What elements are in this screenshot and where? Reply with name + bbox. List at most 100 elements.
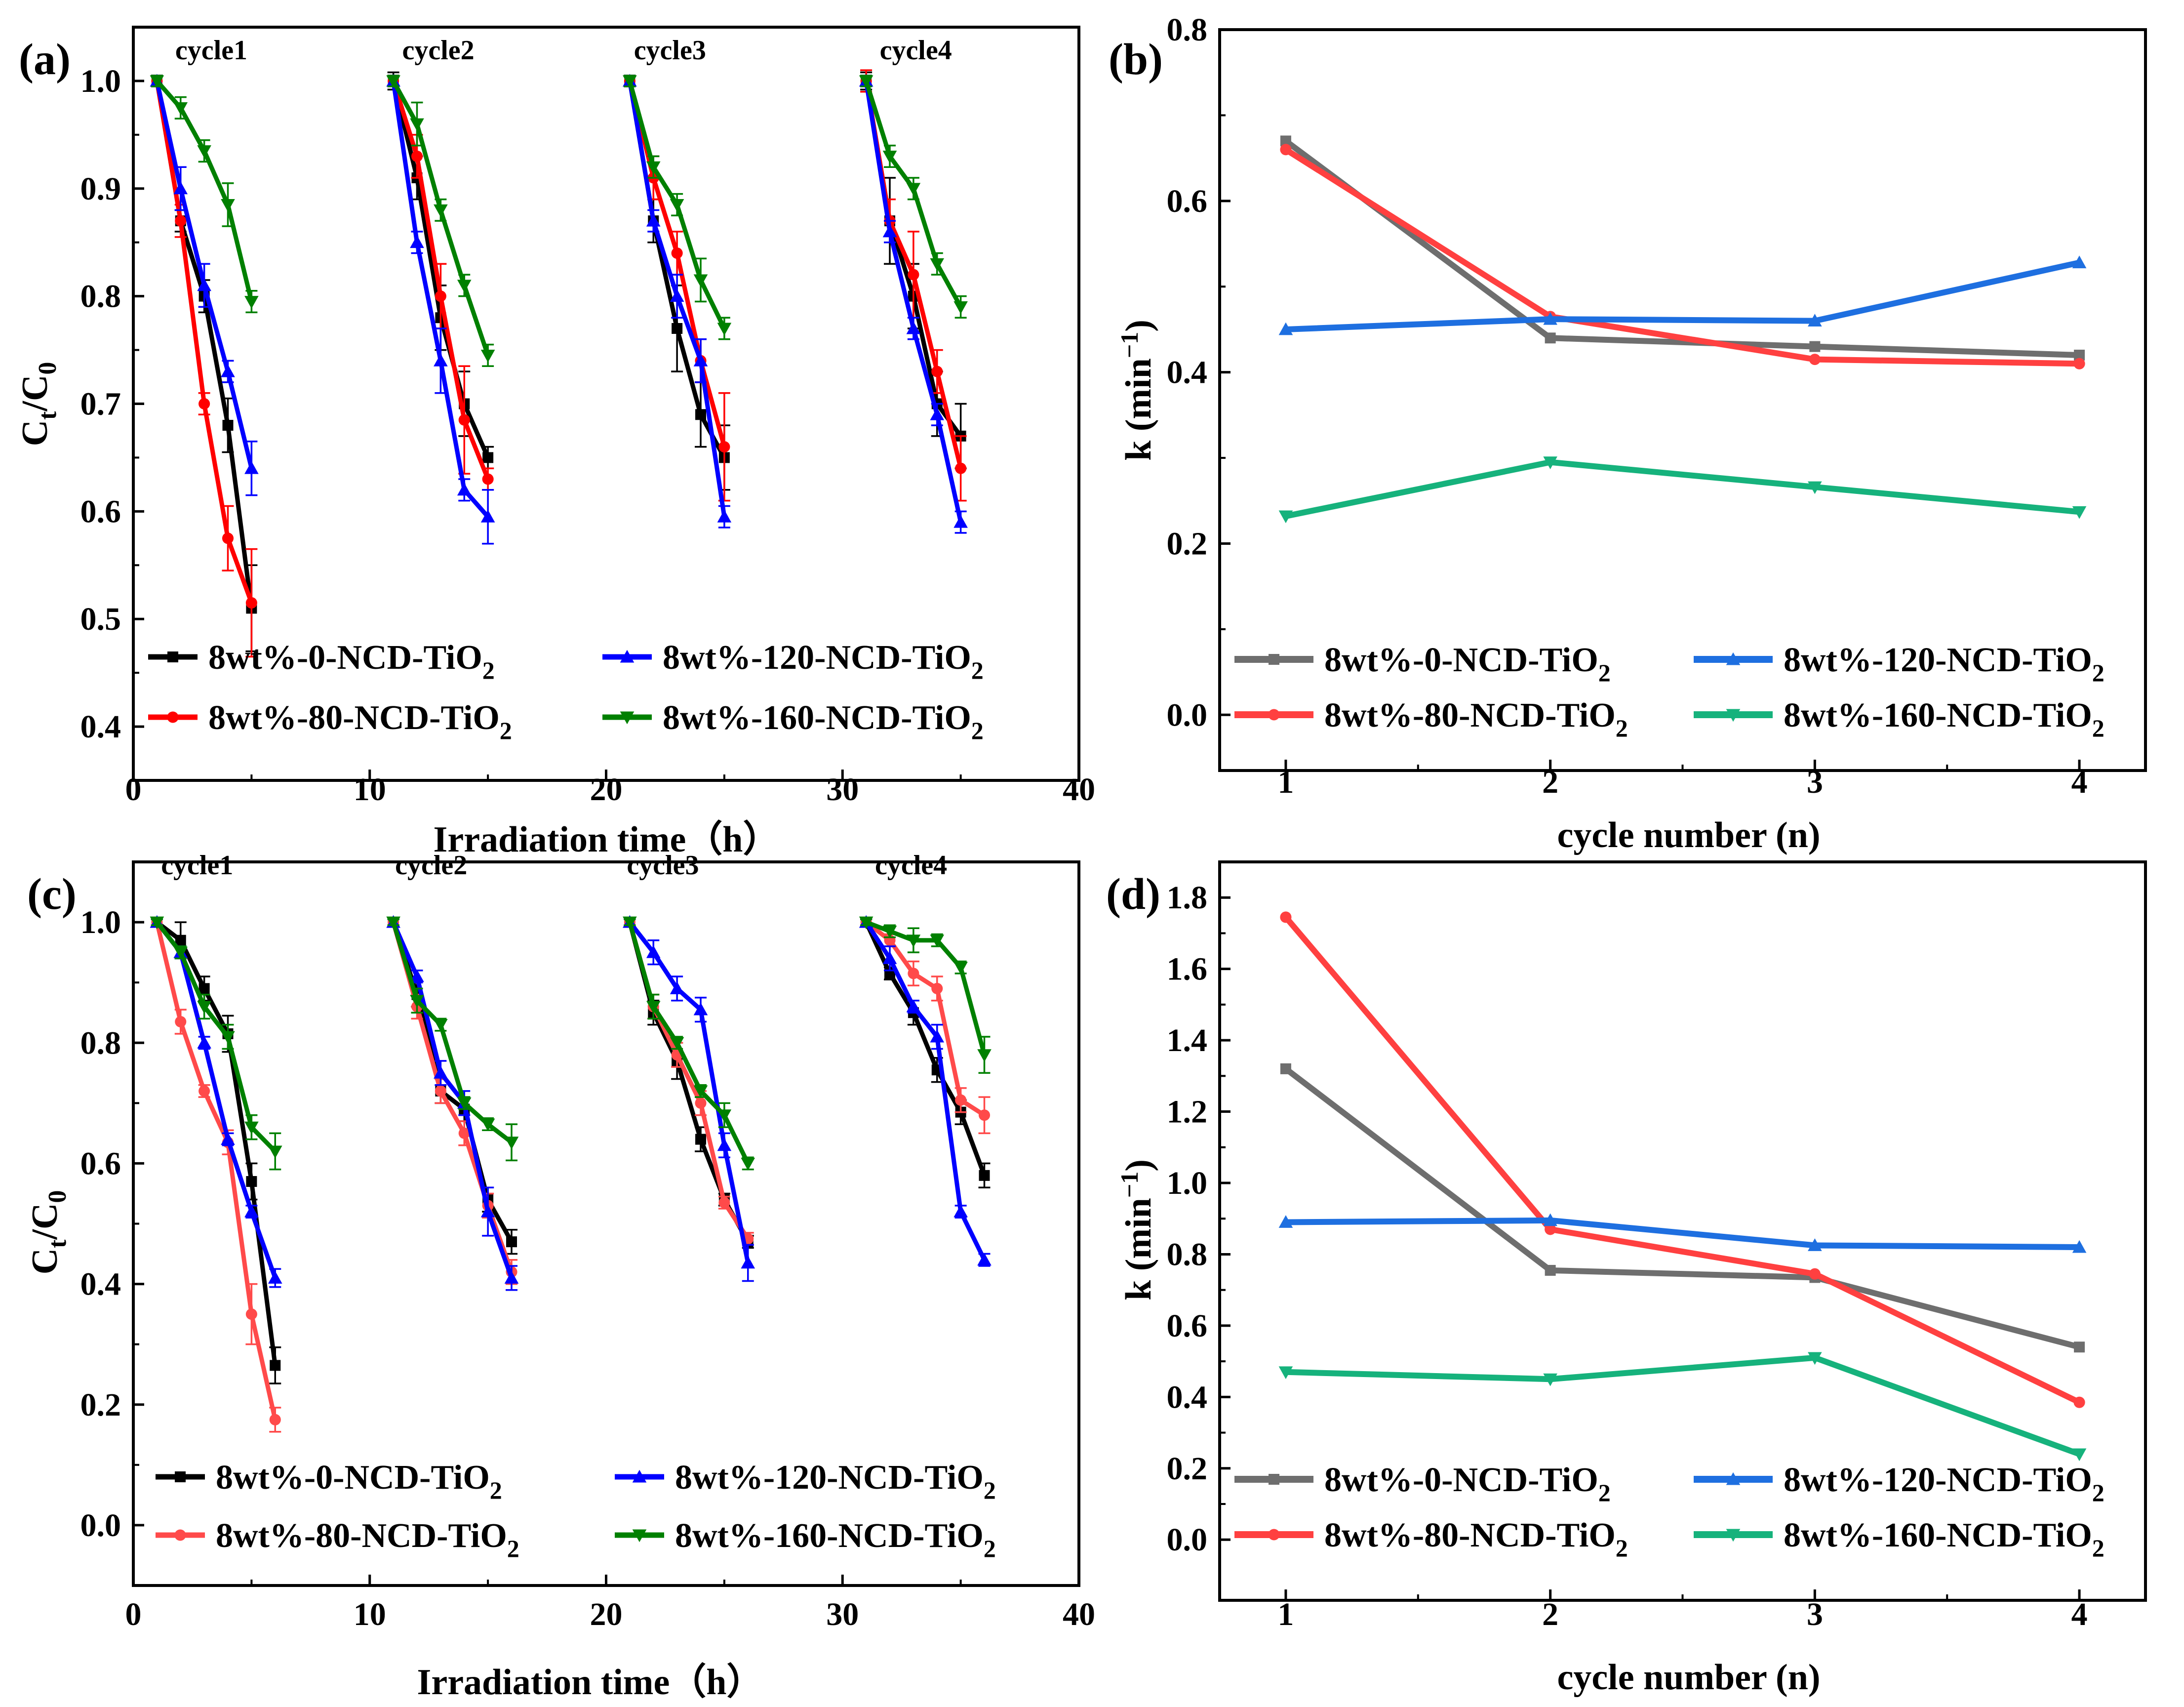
panel-d-s160-line-1 [1285,1354,2081,1457]
panel-a-s120-point [882,224,897,238]
panel-d-series-s80 [1280,911,2085,1408]
panel-c-s120-point [434,1065,448,1079]
panel-d-x-axis-title: cycle number (n) [1557,1657,1820,1698]
panel-a-s80-point [908,269,919,281]
panel-a-legend-item-s80: 8wt%-80-NCD-TiO2 [148,699,512,744]
panel-c-cycle-label-4: cycle4 [875,850,947,881]
panel-a-s160-point [197,145,211,158]
panel-c-s160-point [646,1001,661,1014]
panel-d-legend-marker-s80 [1268,1529,1280,1541]
panel-a-s0-point [672,323,683,334]
panel-a-s120-point [906,321,921,334]
panel-c-s120-point [953,1204,968,1218]
panel-d-s120-point [1278,1215,1293,1228]
panel-a-s160-point [906,183,921,196]
panel-c-s120-point [741,1256,755,1269]
panel-a-legend-marker-s0 [167,651,178,662]
panel-a-s120-point [221,364,235,377]
panel-c-s120-point [670,981,684,994]
panel-a-s160-point [410,118,424,131]
panel-c-s0-point [695,1134,706,1145]
panel-d-legend-label-s0: 8wt%-0-NCD-TiO2 [1324,1461,1611,1506]
panel-a-legend-label-s0: 8wt%-0-NCD-TiO2 [208,639,495,684]
panel-c-legend-item-s0: 8wt%-0-NCD-TiO2 [156,1459,502,1504]
panel-c-legend-label-s0: 8wt%-0-NCD-TiO2 [216,1459,502,1504]
panel-a-y-tick-label: 1.0 [80,63,121,99]
panel-b-legend-marker-s160 [1726,709,1741,722]
panel-b-y-tick-label: 0.6 [1167,183,1208,219]
panel-d-y-tick-label: 0.0 [1167,1522,1208,1558]
panel-c-ticks: 0 10 20 30 40 0.0 0.2 0.4 0.6 0.8 1.0 [80,904,1096,1632]
panel-a-s120-point [434,354,448,366]
panel-d-y-axis-title: k (min−1) [1115,1159,1159,1301]
panel-c-s120-line-4 [864,921,987,1261]
panel-b-s80-point [1809,354,1821,366]
panel-c-legend-label-s160: 8wt%-160-NCD-TiO2 [675,1517,996,1562]
panel-c-s120-point [410,969,424,982]
panel-a-y-tick-label: 0.8 [80,279,121,315]
panel-d-y-tick-label: 0.4 [1167,1379,1208,1415]
panel-c-s120-point [268,1271,282,1284]
panel-a-y-tick-label: 0.5 [80,601,121,637]
panel-c-legend: 8wt%-0-NCD-TiO2 8wt%-120-NCD-TiO2 8wt%-80-… [156,1459,996,1562]
panel-b-label: (b) [1109,35,1163,84]
panel-a-legend-item-s0: 8wt%-0-NCD-TiO2 [148,639,495,684]
panel-c-label: (c) [27,870,77,919]
panel-c-legend-marker-s120 [632,1469,647,1483]
panel-c-s80-point [978,1109,991,1121]
panel-a-s80-point [718,441,730,453]
panel-c-plot-frame [132,860,1080,1587]
panel-c-x-tick-label: 20 [590,1596,623,1632]
panel-a-s80-point [482,473,494,485]
panel-c-s80-point [458,1127,470,1139]
panel-a-s120-point [244,461,259,474]
panel-d-s120-point [1808,1238,1822,1251]
panel-a-cycle-label-3: cycle3 [634,35,706,66]
panel-d-y-tick-label: 1.0 [1167,1165,1208,1201]
panel-a-s160-point [623,75,637,88]
panel-d-legend-label-s160: 8wt%-160-NCD-TiO2 [1784,1516,2105,1562]
panel-a-x-tick-label: 30 [826,772,859,808]
panel-a-legend-label-s80: 8wt%-80-NCD-TiO2 [208,699,512,744]
panel-a-s80-point [671,247,683,259]
panel-c-x-tick-label: 40 [1063,1596,1095,1632]
panel-b-s0-point [2074,349,2085,361]
panel-c-y-tick-label: 1.0 [80,904,121,940]
panel-c-s120-point [480,1204,495,1218]
panel-a-s80-point [222,532,234,544]
panel-a-x-axis-title: Irradiation time（h） [434,819,780,860]
panel-b-plot-frame [1218,28,2147,772]
panel-a-label: (a) [19,35,71,84]
panel-d-s80-line-1 [1283,915,2081,1405]
panel-c-s160-point [623,916,637,930]
panel-c-legend-marker-s0 [175,1471,186,1482]
panel-c-s160-line-2 [391,921,513,1144]
panel-c-s120-point [930,1029,945,1043]
panel-d-legend-marker-s120 [1726,1472,1741,1485]
panel-d-x-tick-label: 4 [2071,1596,2088,1632]
panel-c-s160-point [410,995,424,1008]
panel-a-series-s160 [150,75,968,367]
panel-c-x-tick-label: 0 [125,1596,142,1632]
panel-c-s160-line-3 [628,921,750,1165]
panel-a-s80-point [175,215,187,227]
panel-a-s120-point [173,181,188,195]
panel-d-y-tick-label: 0.2 [1167,1451,1208,1487]
panel-a-legend: 8wt%-0-NCD-TiO2 8wt%-120-NCD-TiO2 8wt%-80-… [148,639,984,744]
panel-c-s160-point [953,962,968,975]
panel-c-s160-point [977,1049,992,1062]
panel-d-x-tick-label: 1 [1277,1596,1294,1632]
panel-a-s160-point [434,204,448,217]
panel-a-s120-point [410,235,424,248]
panel-a-s120-point [197,278,211,291]
panel-a-s80-point [458,414,470,426]
panel-d-y-tick-label: 0.8 [1167,1236,1208,1272]
panel-c-s80-point [199,1085,210,1097]
panel-c-x-tick-label: 10 [354,1596,386,1632]
panel-d-series-s160 [1278,1352,2087,1462]
panel-a-s160-point [173,102,188,115]
panel-c-s80-point [931,982,943,994]
panel-c-legend-item-s120: 8wt%-120-NCD-TiO2 [615,1459,996,1504]
panel-c-s160-point [197,1001,211,1014]
